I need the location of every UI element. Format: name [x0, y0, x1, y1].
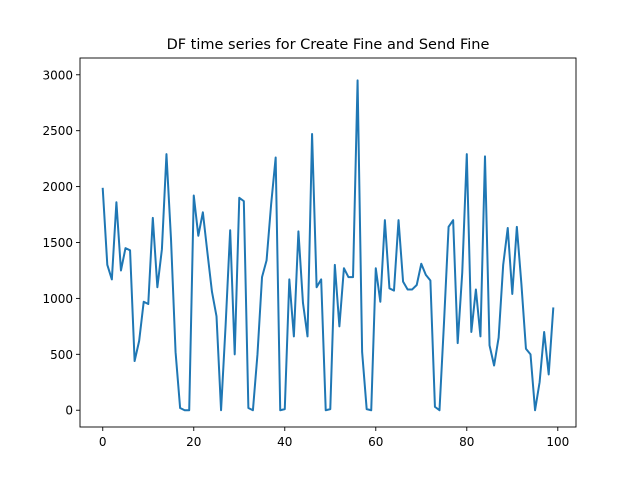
y-tick-label: 2500	[42, 124, 73, 138]
y-tick-label: 0	[65, 404, 73, 418]
y-tick-label: 2000	[42, 180, 73, 194]
x-tick-label: 20	[186, 435, 201, 449]
x-tick-label: 40	[277, 435, 292, 449]
y-tick-label: 500	[50, 348, 73, 362]
chart-title: DF time series for Create Fine and Send …	[167, 37, 490, 53]
x-axis: 0 20 40 60 80 100	[99, 427, 569, 449]
y-axis: 0 500 1000 1500 2000 2500 3000	[42, 68, 80, 418]
y-tick-label: 1500	[42, 236, 73, 250]
x-tick-label: 80	[459, 435, 474, 449]
x-tick-label: 0	[99, 435, 107, 449]
series-line	[101, 79, 555, 412]
y-tick-label: 1000	[42, 292, 73, 306]
x-tick-label: 100	[546, 435, 569, 449]
data-points	[102, 80, 554, 411]
y-tick-label: 3000	[42, 68, 73, 82]
x-tick-label: 60	[368, 435, 383, 449]
